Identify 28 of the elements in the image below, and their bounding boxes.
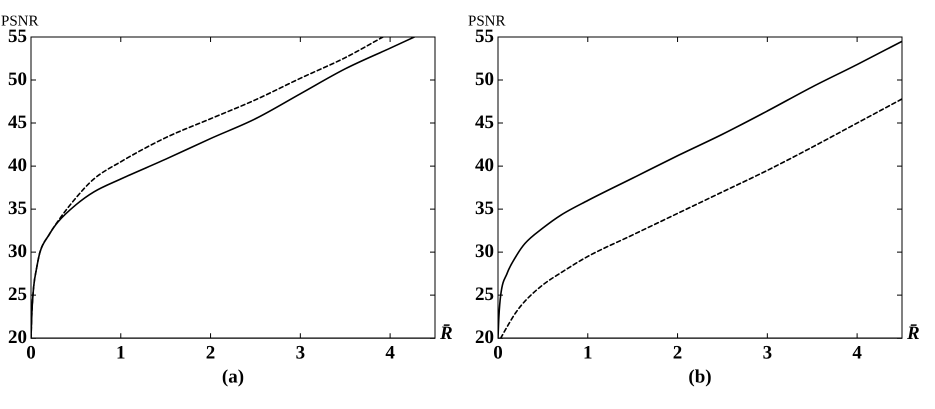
x-tick-label: 2 [206, 342, 216, 364]
y-tick-label: 35 [475, 198, 494, 220]
y-tick-label: 25 [8, 284, 27, 306]
x-tick-label: 1 [583, 342, 593, 364]
y-tick-label: 40 [8, 154, 27, 176]
x-tick-label: 4 [385, 342, 396, 364]
y-tick-label: 20 [8, 327, 27, 348]
y-tick-label: 45 [475, 112, 494, 133]
text: (a) [222, 366, 244, 388]
y-tick-label: 30 [8, 241, 27, 262]
x-tick-label: 4 [852, 342, 862, 364]
y-tick-label: 45 [8, 112, 27, 133]
y-tick-label: 50 [8, 68, 27, 90]
text: (b) [688, 366, 712, 388]
x-tick-label: 2 [672, 342, 682, 364]
x-tick-label: 0 [26, 342, 36, 364]
x-tick-label: 1 [116, 342, 126, 364]
y-tick-label: 40 [475, 154, 494, 176]
x-tick-label: 0 [493, 342, 503, 364]
y-tick-label: 30 [475, 241, 494, 262]
y-tick-label: 50 [475, 68, 494, 90]
y-tick-label: 35 [8, 198, 27, 220]
x-tick-label: 3 [296, 342, 306, 364]
y-tick-label: 25 [475, 284, 494, 306]
y-tick-label: 20 [475, 327, 494, 348]
x-axis-title: R̄ [439, 323, 453, 344]
x-tick-label: 3 [762, 342, 772, 364]
x-axis-title: R̄ [906, 323, 920, 344]
